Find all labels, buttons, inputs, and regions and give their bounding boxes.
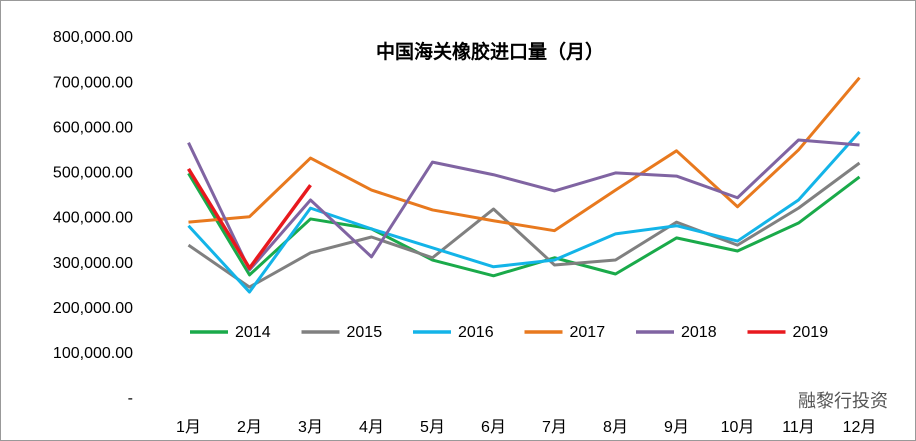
series-line	[187, 172, 861, 278]
x-tick-label: 7月	[542, 419, 567, 436]
y-tick-label: 300,000.00	[53, 255, 133, 272]
legend-label: 2018	[681, 324, 717, 341]
series-line	[187, 138, 860, 272]
legend-label: 2016	[458, 324, 494, 341]
x-tick-label: 4月	[359, 419, 384, 436]
x-tick-label: 6月	[481, 419, 506, 436]
x-tick-label: 5月	[420, 419, 445, 436]
x-tick-label: 12月	[843, 419, 877, 436]
series-line	[187, 130, 861, 294]
y-tick-label: 200,000.00	[53, 300, 133, 317]
y-tick-label: 400,000.00	[53, 210, 133, 227]
x-tick-label: 8月	[603, 419, 628, 436]
y-tick-label: -	[128, 390, 133, 407]
chart-title: 中国海关橡胶进口量（月）	[376, 40, 604, 63]
y-tick-label: 700,000.00	[53, 74, 133, 91]
x-tick-label: 1月	[176, 419, 201, 436]
x-tick-label: 3月	[298, 419, 323, 436]
legend-label: 2017	[570, 324, 606, 341]
y-tick-label: 600,000.00	[53, 119, 133, 136]
watermark: 融黎行投资	[798, 391, 888, 411]
x-tick-label: 11月	[782, 419, 815, 436]
series-line	[187, 167, 312, 270]
x-tick-label: 9月	[664, 419, 689, 436]
y-tick-label: 500,000.00	[53, 165, 133, 182]
legend-label: 2015	[347, 324, 383, 341]
y-tick-label: 100,000.00	[53, 345, 133, 362]
x-tick-label: 10月	[721, 419, 755, 436]
series-line	[187, 161, 861, 289]
legend-label: 2019	[793, 324, 829, 341]
y-tick-label: 800,000.00	[53, 29, 133, 46]
legend-label: 2014	[235, 324, 271, 341]
series-line	[188, 76, 861, 233]
x-tick-label: 2月	[237, 419, 262, 436]
